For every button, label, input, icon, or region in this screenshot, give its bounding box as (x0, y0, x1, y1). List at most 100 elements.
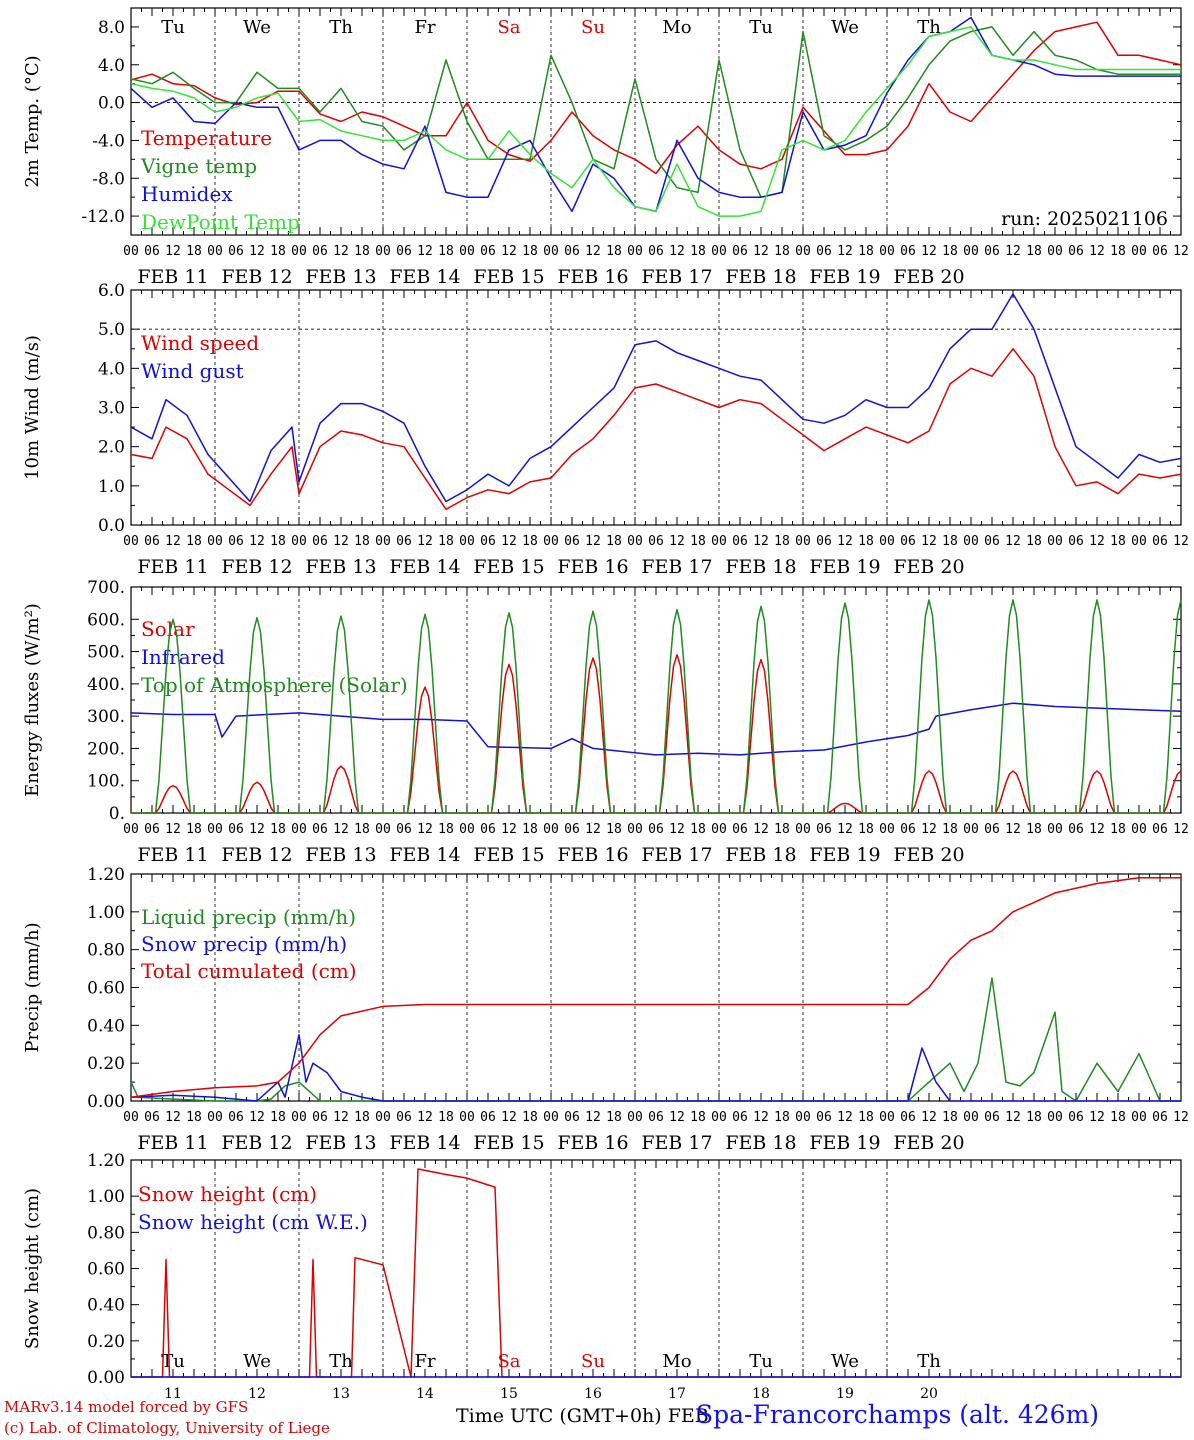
hour-tick-label: 12 (249, 822, 265, 837)
day-name-label: We (831, 17, 859, 38)
y-tick-label: 0.20 (87, 1054, 125, 1074)
legend-entry: Humidex (141, 182, 233, 206)
hour-tick-label: 18 (858, 822, 874, 837)
y-tick-label: 0.60 (87, 1260, 125, 1280)
hour-tick-label: 06 (1068, 534, 1084, 549)
date-label: FEB 20 (893, 556, 964, 578)
legend-entry: Top of Atmosphere (Solar) (141, 673, 408, 697)
series-line-liquid-precip-mm-h (130, 977, 1181, 1102)
legend-entry: Wind gust (141, 359, 244, 383)
series-line-vigne-temp (130, 26, 1181, 198)
hour-tick-label: 00 (291, 1110, 307, 1125)
date-label: FEB 13 (305, 844, 376, 866)
date-label: FEB 19 (809, 844, 880, 866)
hour-tick-label: 06 (648, 534, 664, 549)
hour-tick-label: 00 (963, 534, 979, 549)
hour-tick-label: 12 (501, 244, 517, 259)
hour-tick-label: 06 (564, 244, 580, 259)
hour-tick-label: 12 (1089, 244, 1105, 259)
hour-tick-label: 06 (1068, 244, 1084, 259)
date-label: FEB 13 (305, 266, 376, 288)
hour-tick-label: 06 (480, 822, 496, 837)
date-label: FEB 11 (137, 844, 208, 866)
hour-tick-label: 18 (606, 534, 622, 549)
hour-tick-label: 12 (333, 822, 349, 837)
hour-tick-label: 12 (837, 534, 853, 549)
series-line-snow-height-cm (131, 1168, 1181, 1378)
hour-tick-label: 00 (459, 822, 475, 837)
hour-tick-label: 12 (921, 244, 937, 259)
date-label: FEB 20 (893, 844, 964, 866)
hour-tick-label: 12 (501, 1110, 517, 1125)
hour-tick-label: 00 (963, 1110, 979, 1125)
hour-tick-label: 06 (396, 822, 412, 837)
hour-tick-label: 18 (1110, 822, 1126, 837)
hour-tick-label: 12 (585, 534, 601, 549)
hour-tick-label: 18 (1026, 822, 1042, 837)
hour-tick-label: 00 (627, 534, 643, 549)
hour-tick-label: 12 (669, 244, 685, 259)
hour-tick-label: 06 (1068, 822, 1084, 837)
date-label: FEB 19 (809, 1132, 880, 1154)
hour-tick-label: 18 (438, 244, 454, 259)
date-label: FEB 14 (389, 266, 460, 288)
hour-tick-label: 06 (312, 534, 328, 549)
date-label: FEB 14 (389, 1132, 460, 1154)
date-label: FEB 15 (473, 556, 544, 578)
hour-tick-label: 06 (564, 534, 580, 549)
hour-tick-label: 06 (396, 534, 412, 549)
day-name-label: We (831, 1351, 859, 1372)
date-label: FEB 17 (641, 1132, 712, 1154)
hour-tick-label: 06 (1152, 1110, 1168, 1125)
x-axis-label: Time UTC (GMT+0h) FEB (456, 1405, 709, 1427)
hour-tick-label: 00 (627, 244, 643, 259)
station-title: Spa-Francorchamps (alt. 426m) (696, 1400, 1100, 1429)
hour-tick-label: 00 (963, 244, 979, 259)
hour-tick-label: 12 (921, 534, 937, 549)
legend-entry: Total cumulated (cm) (141, 959, 357, 983)
date-label: FEB 15 (473, 1132, 544, 1154)
hour-tick-label: 00 (879, 822, 895, 837)
hour-tick-label: 00 (543, 1110, 559, 1125)
hour-tick-label: 12 (1173, 534, 1189, 549)
legend-entry: DewPoint Temp (141, 210, 300, 234)
date-label: FEB 16 (557, 844, 628, 866)
hour-tick-label: 00 (1131, 244, 1147, 259)
hour-tick-label: 06 (984, 822, 1000, 837)
hour-tick-label: 12 (165, 534, 181, 549)
day-name-label: Mo (662, 17, 691, 38)
hour-tick-label: 12 (1089, 534, 1105, 549)
date-label: FEB 14 (389, 844, 460, 866)
hour-tick-label: 00 (123, 822, 139, 837)
y-tick-label: 0.0 (98, 516, 125, 536)
hour-tick-label: 00 (543, 534, 559, 549)
hour-tick-label: 06 (480, 244, 496, 259)
y-tick-label: 0.60 (87, 979, 125, 999)
y-tick-label: 0.80 (87, 941, 125, 961)
day-number-label: 14 (416, 1386, 434, 1402)
day-number-label: 12 (248, 1386, 266, 1402)
hour-tick-label: 06 (648, 822, 664, 837)
series-line-temperature (130, 21, 1182, 175)
day-name-label: We (243, 1351, 271, 1372)
hour-tick-label: 06 (144, 534, 160, 549)
hour-tick-label: 00 (795, 1110, 811, 1125)
hour-tick-label: 06 (144, 1110, 160, 1125)
hour-tick-label: 18 (270, 534, 286, 549)
hour-tick-label: 18 (186, 534, 202, 549)
hour-tick-label: 06 (228, 534, 244, 549)
date-label: FEB 18 (725, 1132, 796, 1154)
day-number-label: 20 (920, 1386, 938, 1402)
hour-tick-label: 06 (480, 1110, 496, 1125)
legend-entry: Infrared (141, 645, 225, 669)
hour-tick-label: 18 (690, 1110, 706, 1125)
y-tick-label: 0.00 (87, 1092, 125, 1112)
hour-tick-label: 00 (123, 534, 139, 549)
run-label: run: 2025021106 (1001, 208, 1168, 230)
date-label: FEB 12 (221, 266, 292, 288)
hour-tick-label: 18 (186, 244, 202, 259)
hour-tick-label: 00 (207, 244, 223, 259)
date-label: FEB 12 (221, 556, 292, 578)
hour-tick-label: 18 (354, 822, 370, 837)
